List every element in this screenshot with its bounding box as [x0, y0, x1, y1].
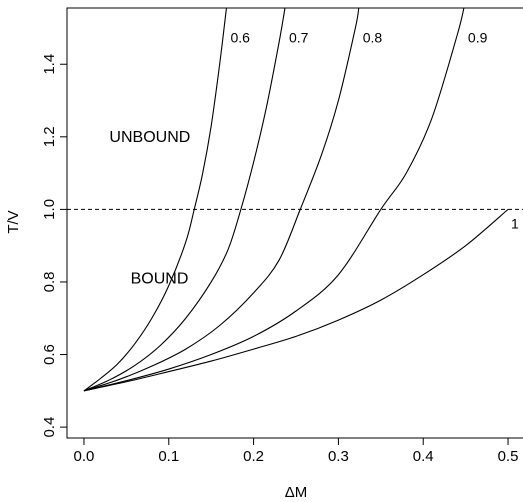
- y-tick-label: 1.0: [41, 199, 58, 220]
- series-label: 1: [511, 215, 519, 231]
- series-line: [84, 8, 359, 391]
- x-axis: 0.0 0.1 0.2 0.3 0.4 0.5: [74, 438, 519, 465]
- series-line: [84, 8, 285, 391]
- x-axis-label: ΔM: [285, 484, 308, 501]
- x-tick-label: 0.1: [158, 448, 179, 465]
- x-tick-label: 0.3: [328, 448, 349, 465]
- series-layer: [67, 8, 523, 391]
- y-tick-label: 1.4: [41, 54, 58, 75]
- y-axis: 0.4 0.6 0.8 1.0 1.2 1.4: [41, 54, 67, 438]
- region-annotation: UNBOUND: [109, 129, 190, 146]
- x-tick-label: 0.5: [498, 448, 519, 465]
- y-tick-label: 1.2: [41, 126, 58, 147]
- series-line: [84, 8, 464, 391]
- series-label: 0.6: [230, 29, 250, 45]
- series-label: 0.8: [363, 29, 383, 45]
- x-tick-label: 0.0: [74, 448, 95, 465]
- y-tick-label: 0.6: [41, 344, 58, 365]
- series-line: [84, 8, 226, 391]
- x-tick-label: 0.4: [413, 448, 434, 465]
- series-label: 0.7: [289, 29, 309, 45]
- y-tick-label: 0.4: [41, 417, 58, 438]
- x-tick-label: 0.2: [243, 448, 264, 465]
- series-line: [84, 209, 508, 390]
- series-label: 0.9: [468, 29, 488, 45]
- y-tick-label: 0.8: [41, 272, 58, 293]
- labels-layer: 0.6 0.7 0.8 0.9 1 UNBOUND BOUND: [109, 29, 519, 287]
- region-annotation: BOUND: [131, 270, 189, 287]
- y-axis-label: T/V: [5, 210, 22, 233]
